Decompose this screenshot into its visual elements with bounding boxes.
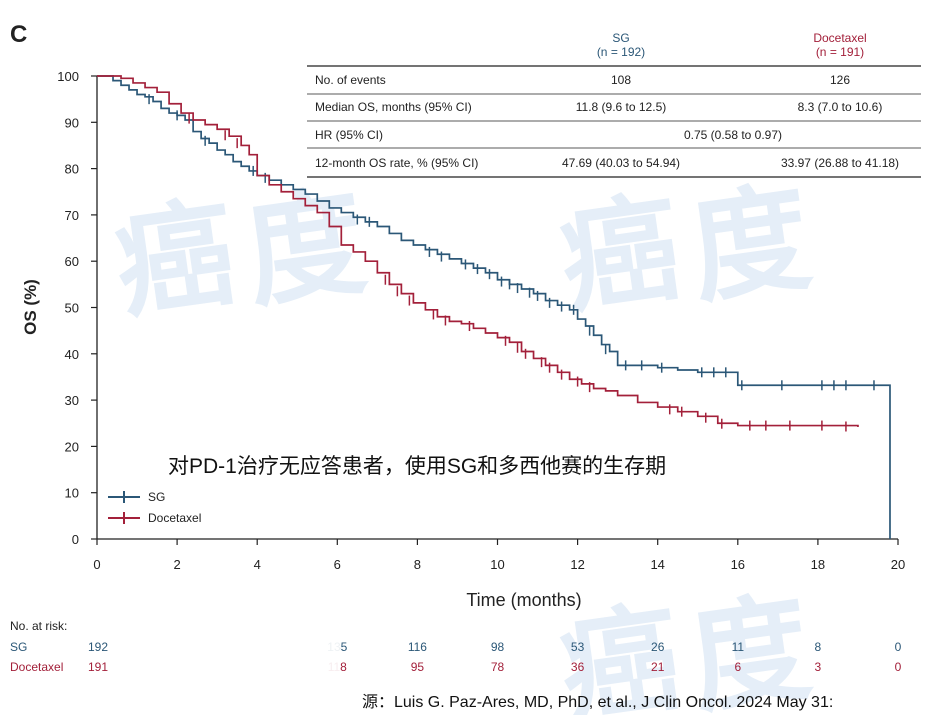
- risk-value: 0: [895, 640, 902, 654]
- row-label-hr: HR (95% CI): [315, 128, 383, 142]
- risk-title: No. at risk:: [10, 619, 67, 633]
- row-label-events: No. of events: [315, 73, 386, 87]
- risk-row-sg-label: SG: [10, 640, 27, 654]
- km-curves: [97, 75, 891, 539]
- y-tick-label: 90: [65, 115, 79, 130]
- source-note: 源：Luis G. Paz-Ares, MD, PhD, et al., J C…: [362, 693, 833, 711]
- y-tick-label: 40: [65, 347, 79, 362]
- plot-axes: 0 10 20 30 40 50 60 70 80 90 100 0 2 4 6 8 10 12 14 16 18 20…: [21, 69, 905, 610]
- watermark-glyph-4: 度: [683, 171, 818, 318]
- watermark-glyph-5: 癌: [553, 591, 688, 715]
- watermark-glyph-3: 癌: [553, 181, 688, 328]
- risk-value: 21: [651, 660, 665, 674]
- col-header-docetaxel: Docetaxel: [813, 31, 866, 45]
- risk-value: 78: [491, 660, 505, 674]
- x-tick-label: 4: [254, 557, 261, 572]
- y-tick-label: 10: [65, 486, 79, 501]
- row-sg-events: 108: [611, 73, 631, 87]
- risk-value: 8: [815, 640, 822, 654]
- x-tick-label: 14: [650, 557, 664, 572]
- x-tick-label: 10: [490, 557, 504, 572]
- col-header-sg: SG: [612, 31, 629, 45]
- y-tick-label: 80: [65, 162, 79, 177]
- risk-value: 95: [411, 660, 425, 674]
- risk-value: 3: [815, 660, 822, 674]
- overlay-caption: 对PD-1治疗无应答患者，使用SG和多西他赛的生存期: [168, 455, 666, 478]
- stats-table: SG (n = 192) Docetaxel (n = 191) No. of …: [307, 31, 921, 178]
- row-hr-value: 0.75 (0.58 to 0.97): [684, 128, 782, 142]
- x-axis-title: Time (months): [466, 590, 581, 610]
- risk-row-doc-label: Docetaxel: [10, 660, 63, 674]
- x-tick-label: 12: [570, 557, 584, 572]
- col-header-sg-n: (n = 192): [597, 45, 645, 59]
- series-line-sg: [97, 75, 891, 539]
- x-ticks: 0 2 4 6 8 10 12 14 16 18 20: [93, 539, 905, 572]
- risk-value: 6: [734, 660, 741, 674]
- risk-value: 192: [88, 640, 108, 654]
- risk-value: 36: [571, 660, 585, 674]
- row-sg-12m: 47.69 (40.03 to 54.94): [562, 156, 680, 170]
- y-tick-label: 50: [65, 301, 79, 316]
- risk-value: 191: [88, 660, 108, 674]
- risk-value: 98: [491, 640, 505, 654]
- risk-value: 11: [732, 640, 745, 654]
- x-tick-label: 2: [173, 557, 180, 572]
- row-doc-12m: 33.97 (26.88 to 41.18): [781, 156, 899, 170]
- x-tick-label: 6: [334, 557, 341, 572]
- row-doc-median: 8.3 (7.0 to 10.6): [798, 100, 883, 114]
- row-doc-events: 126: [830, 73, 850, 87]
- watermark-glyph-6: 度: [683, 581, 818, 715]
- x-tick-label: 16: [731, 557, 745, 572]
- risk-value: 0: [895, 660, 902, 674]
- y-ticks: 0 10 20 30 40 50 60 70 80 90 100: [57, 69, 97, 547]
- y-tick-label: 20: [65, 439, 79, 454]
- risk-value: 26: [651, 640, 665, 654]
- risk-value: 116: [408, 640, 427, 654]
- risk-values: 192135116985326118019111895783621630: [88, 640, 902, 674]
- legend: SG Docetaxel: [108, 490, 201, 525]
- y-tick-label: 60: [65, 254, 79, 269]
- x-tick-label: 20: [891, 557, 905, 572]
- legend-sg-label: SG: [148, 490, 165, 504]
- x-tick-label: 0: [93, 557, 100, 572]
- y-tick-label: 30: [65, 393, 79, 408]
- x-tick-label: 8: [414, 557, 421, 572]
- col-header-docetaxel-n: (n = 191): [816, 45, 864, 59]
- y-tick-label: 0: [72, 532, 79, 547]
- legend-doc-label: Docetaxel: [148, 511, 201, 525]
- panel-letter: C: [10, 21, 27, 48]
- risk-table: No. at risk: SG Docetaxel 19213511698532…: [10, 619, 902, 680]
- y-tick-label: 70: [65, 208, 79, 223]
- row-label-median: Median OS, months (95% CI): [315, 100, 472, 114]
- risk-value: 53: [571, 640, 585, 654]
- y-axis-title: OS (%): [21, 279, 40, 335]
- series-line-docetaxel: [97, 75, 859, 427]
- row-sg-median: 11.8 (9.6 to 12.5): [576, 100, 667, 114]
- y-tick-label: 100: [57, 69, 79, 84]
- watermark-glyph-1: 癌: [108, 186, 243, 333]
- row-label-12m: 12-month OS rate, % (95% CI): [315, 156, 478, 170]
- watermark-layer: 癌 度 癌 度 癌 度: [108, 171, 818, 715]
- x-tick-label: 18: [811, 557, 825, 572]
- risk-obscured-band: [118, 636, 340, 680]
